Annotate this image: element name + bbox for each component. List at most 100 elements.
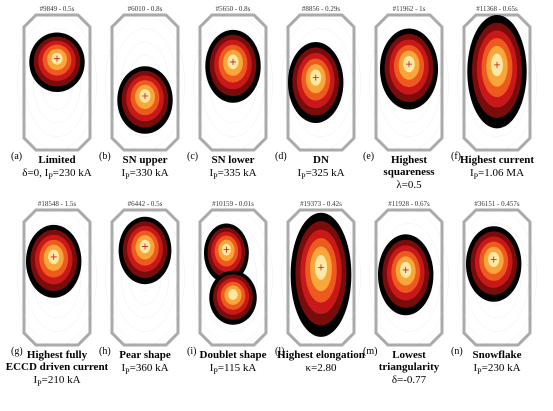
shot-label: #6010 - 0.8s: [128, 5, 163, 13]
param-text: δ=0, I: [22, 167, 48, 179]
magnetic-axis: [54, 55, 60, 62]
flux-line: [377, 28, 441, 137]
flux-line: [33, 41, 81, 124]
shot-label: #11962 - 1s: [393, 5, 426, 13]
shot-label: #5650 - 0.8s: [216, 5, 251, 13]
magnetic-axis: [142, 93, 148, 99]
shot-label: #9849 - 0.5s: [40, 5, 75, 13]
flux-line: [17, 209, 97, 346]
flux-line: [105, 14, 185, 151]
magnetic-axis: [50, 253, 57, 260]
param-subscript: P: [477, 367, 482, 376]
magnetic-axis: [318, 264, 324, 271]
param-text: I: [121, 362, 125, 374]
magnetic-axis: [406, 61, 412, 68]
param-subscript: P: [474, 172, 479, 181]
magnetic-axis: [494, 61, 500, 68]
flux-line: [209, 236, 257, 319]
param-text: =325 kA: [306, 167, 345, 179]
panel-title: Doublet shape: [200, 349, 267, 361]
param-text: =330 kA: [130, 167, 169, 179]
panel-letter: (m): [363, 346, 377, 357]
panel-title: Highest fully: [27, 349, 88, 361]
panel-title: Limited: [38, 154, 75, 166]
flux-line: [193, 209, 273, 346]
magnetic-axis: [142, 243, 148, 250]
magnetic-axis: [230, 58, 236, 65]
param-text: I: [210, 362, 214, 374]
flux-line: [377, 223, 441, 332]
panel-title: ECCD driven current: [6, 361, 109, 373]
flux-line: [465, 28, 529, 137]
panel-title: DN: [313, 154, 329, 166]
panel-letter: (g): [11, 346, 23, 357]
param-text: I: [473, 362, 477, 374]
magnetic-axis: [223, 246, 230, 253]
param-text: I: [209, 167, 213, 179]
flux-line: [281, 14, 361, 151]
panel-title: Lowest: [392, 349, 426, 361]
param-text: =360 kA: [130, 362, 169, 374]
flux-line: [201, 28, 265, 137]
magnetic-axis: [402, 266, 409, 273]
shot-label: #11928 - 0.67s: [388, 200, 430, 208]
panel-param: κ=2.80: [306, 362, 337, 374]
param-subscript: P: [37, 379, 42, 388]
panel-param: IP=1.06 MA: [470, 167, 524, 181]
panel-title: Highest: [391, 154, 427, 166]
shot-label: #36151 - 0.457s: [474, 200, 520, 208]
shot-label: #8856 - 0.29s: [302, 5, 341, 13]
panel-title: squareness: [383, 166, 435, 178]
shot-label: #10159 - 0.01s: [212, 200, 254, 208]
flux-line: [457, 209, 537, 346]
panel-letter: (f): [451, 151, 461, 162]
shot-label: #11368 - 0.65s: [476, 5, 518, 13]
flux-line: [121, 41, 169, 124]
panel-param: IP=360 kA: [121, 362, 168, 376]
panel-letter: (l): [275, 346, 284, 357]
magnetic-axis: [312, 74, 319, 81]
flux-line: [193, 14, 273, 151]
flux-line: [105, 209, 185, 346]
panel-title: Snowflake: [473, 349, 522, 361]
param-text: I: [470, 167, 474, 179]
param-text: δ=-0.77: [392, 374, 427, 386]
panel-title: Highest current: [460, 154, 534, 166]
flux-line: [281, 209, 361, 346]
magnetic-axis: [490, 256, 497, 263]
param-text: I: [33, 374, 37, 386]
flux-line: [369, 209, 449, 346]
param-text: =210 kA: [42, 374, 81, 386]
panel-letter: (c): [187, 151, 198, 162]
flux-line: [33, 236, 81, 319]
param-text: =230 kA: [482, 362, 521, 374]
panel-title: triangularity: [379, 361, 440, 373]
param-text: =1.06 MA: [478, 167, 524, 179]
shot-label: #18548 - 1.5s: [38, 200, 77, 208]
plasma-contour: [228, 289, 238, 300]
panel-letter: (d): [275, 151, 287, 162]
panel-param: δ=-0.77: [392, 374, 427, 386]
flux-line: [25, 223, 89, 332]
panel-param: IP=210 kA: [33, 374, 80, 388]
panel-param: IP=335 kA: [209, 167, 256, 181]
param-text: λ=0.5: [396, 179, 422, 191]
panel-letter: (e): [363, 151, 374, 162]
panel-param: IP=325 kA: [297, 167, 344, 181]
param-subscript: P: [125, 172, 130, 181]
flux-line: [369, 14, 449, 151]
panel-param: IP=115 kA: [210, 362, 257, 376]
panel-letter: (h): [99, 346, 111, 357]
param-subscript: P: [125, 367, 130, 376]
param-subscript: P: [213, 172, 218, 181]
shot-label: #6442 - 0.5s: [128, 200, 163, 208]
panel-title: Highest elongation: [277, 349, 365, 361]
flux-line: [25, 28, 89, 137]
flux-line: [457, 14, 537, 151]
panel-title: SN upper: [123, 154, 168, 166]
param-text: I: [121, 167, 125, 179]
param-subscript: P: [213, 367, 218, 376]
panel-letter: (n): [451, 346, 463, 357]
param-text: =230 kA: [53, 167, 92, 179]
